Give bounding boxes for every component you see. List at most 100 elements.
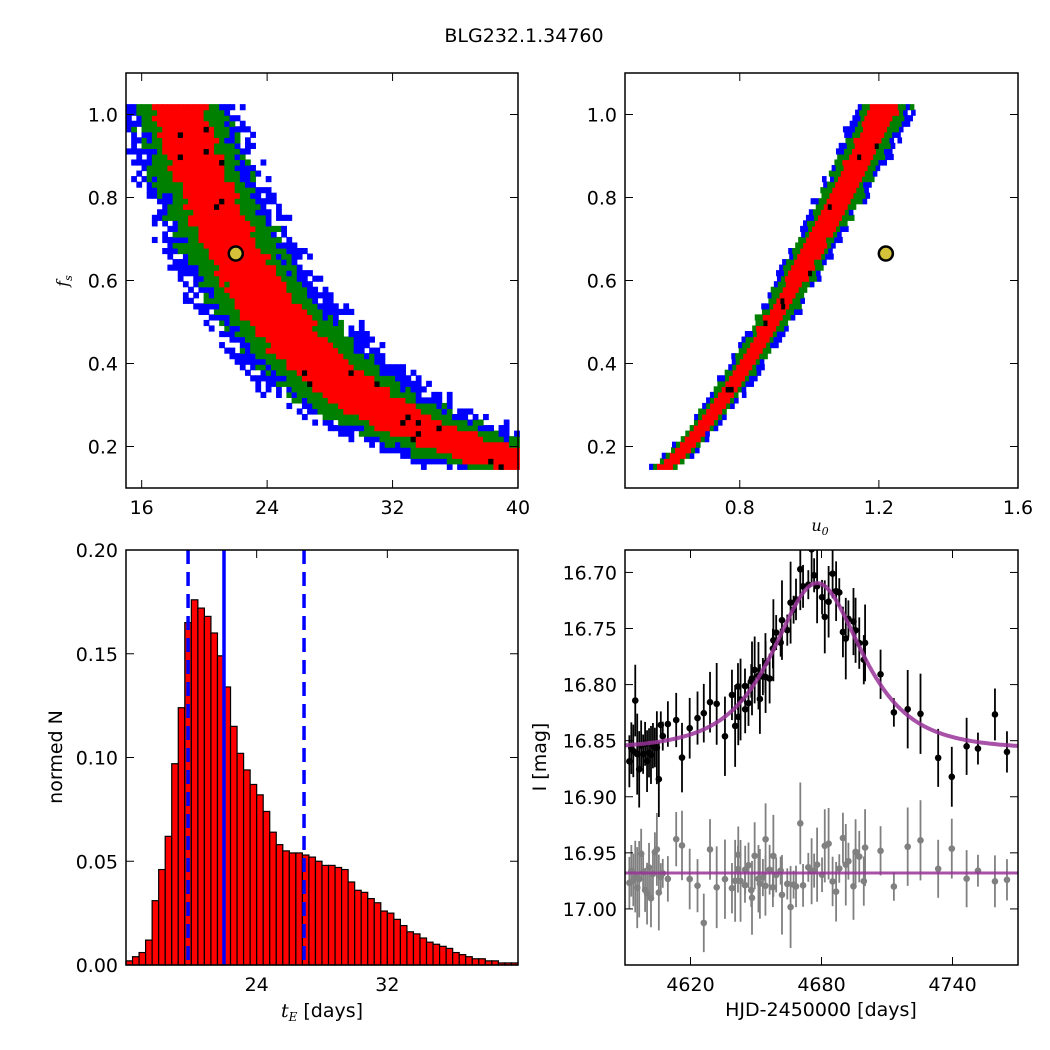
heatmap-cell bbox=[317, 275, 324, 282]
heatmap-cell bbox=[864, 187, 869, 194]
heatmap-cell bbox=[867, 148, 873, 155]
heatmap-cell bbox=[840, 187, 845, 194]
heatmap-cell bbox=[395, 441, 401, 448]
heatmap-cell bbox=[420, 408, 427, 415]
heatmap-cell bbox=[203, 220, 210, 227]
heatmap-cell bbox=[343, 347, 350, 354]
heatmap-cell bbox=[327, 408, 334, 415]
heatmap-cell bbox=[239, 325, 246, 332]
residual-point bbox=[797, 820, 804, 827]
heatmap-cell bbox=[431, 425, 438, 432]
heatmap-cell bbox=[286, 247, 293, 255]
heatmap-cell bbox=[213, 253, 220, 260]
heatmap-cell bbox=[250, 176, 256, 183]
heatmap-cell bbox=[276, 308, 282, 315]
heatmap-cell bbox=[410, 458, 417, 465]
heatmap-cell bbox=[239, 364, 246, 371]
heatmap-cell bbox=[177, 131, 184, 138]
heatmap-cell bbox=[250, 214, 256, 221]
heatmap-cell bbox=[718, 397, 723, 404]
heatmap-cell bbox=[353, 330, 360, 338]
heatmap-cell bbox=[239, 330, 246, 338]
heatmap-cell bbox=[436, 402, 443, 410]
heatmap-cell bbox=[343, 386, 350, 393]
heatmap-cell bbox=[213, 131, 220, 138]
heatmap-cell bbox=[276, 209, 282, 216]
heatmap-cell bbox=[446, 441, 453, 448]
heatmap-cell bbox=[151, 214, 158, 221]
heatmap-cell bbox=[426, 452, 432, 459]
heatmap-cell bbox=[868, 170, 874, 177]
heatmap-cell bbox=[514, 436, 520, 443]
heatmap-cell bbox=[472, 463, 479, 470]
heatmap-cell bbox=[812, 225, 817, 232]
heatmap-cell bbox=[208, 247, 215, 255]
heatmap-cell bbox=[374, 413, 381, 421]
heatmap-cell bbox=[270, 286, 277, 293]
heatmap-cell bbox=[400, 391, 407, 398]
heatmap-cell bbox=[151, 187, 158, 194]
heatmap-cell bbox=[791, 264, 796, 271]
heatmap-cell bbox=[229, 142, 236, 149]
heatmap-cell bbox=[301, 336, 308, 343]
heatmap-cell bbox=[234, 126, 241, 133]
heatmap-cell bbox=[729, 386, 735, 393]
heatmap-cell bbox=[735, 353, 740, 360]
heatmap-cell bbox=[671, 458, 677, 465]
heatmap-cell bbox=[389, 408, 396, 415]
heatmap-cell bbox=[816, 270, 821, 277]
heatmap-cell bbox=[146, 192, 153, 199]
heatmap-cell bbox=[856, 131, 861, 138]
heatmap-cell bbox=[395, 364, 401, 371]
heatmap-cell bbox=[208, 192, 215, 199]
heatmap-cell bbox=[498, 458, 505, 465]
heatmap-cell bbox=[338, 308, 344, 315]
heatmap-cell bbox=[875, 148, 881, 155]
heatmap-cell bbox=[348, 436, 355, 443]
heatmap-cell bbox=[260, 286, 267, 293]
heatmap-cell bbox=[260, 220, 267, 227]
heatmap-cell bbox=[208, 126, 215, 133]
heatmap-cell bbox=[312, 336, 319, 343]
heatmap-cell bbox=[151, 120, 158, 127]
heatmap-cell bbox=[219, 270, 225, 277]
heatmap-cell bbox=[369, 364, 375, 371]
heatmap-cell bbox=[286, 308, 293, 315]
heatmap-cell bbox=[157, 153, 163, 161]
heatmap-cell bbox=[265, 342, 272, 349]
heatmap-cell bbox=[219, 148, 225, 155]
heatmap-cell bbox=[182, 247, 189, 255]
heatmap-cell bbox=[157, 198, 163, 205]
heatmap-cell bbox=[835, 148, 841, 155]
residual-point bbox=[700, 919, 708, 927]
heatmap-cell bbox=[867, 181, 872, 188]
heatmap-cell bbox=[213, 159, 220, 166]
heatmap-cell bbox=[255, 236, 262, 244]
heatmap-cell bbox=[772, 297, 777, 304]
heatmap-cell bbox=[675, 458, 681, 465]
heatmap-cell bbox=[451, 413, 458, 421]
heatmap-cell bbox=[260, 353, 267, 360]
heatmap-cell bbox=[348, 380, 355, 387]
heatmap-cell bbox=[364, 436, 370, 443]
heatmap-cell bbox=[358, 353, 365, 360]
heatmap-cell bbox=[415, 375, 422, 382]
heatmap-cell bbox=[322, 292, 329, 299]
heatmap-cell bbox=[250, 198, 256, 205]
heatmap-cell bbox=[193, 120, 200, 127]
heatmap-cell bbox=[358, 369, 365, 376]
residual-point bbox=[778, 891, 786, 899]
heatmap-cell bbox=[136, 109, 143, 116]
heatmap-cell bbox=[245, 142, 251, 149]
heatmap-cell bbox=[780, 330, 786, 338]
heatmap-cell bbox=[276, 275, 282, 282]
heatmap-cell bbox=[446, 458, 453, 465]
heatmap-cell bbox=[208, 142, 215, 149]
heatmap-cell bbox=[203, 231, 210, 238]
data-point bbox=[821, 613, 829, 621]
heatmap-cell bbox=[177, 275, 184, 282]
heatmap-cell bbox=[188, 148, 194, 155]
heatmap-cell bbox=[853, 120, 859, 127]
histogram-bar bbox=[321, 864, 330, 966]
data-point bbox=[835, 589, 843, 596]
